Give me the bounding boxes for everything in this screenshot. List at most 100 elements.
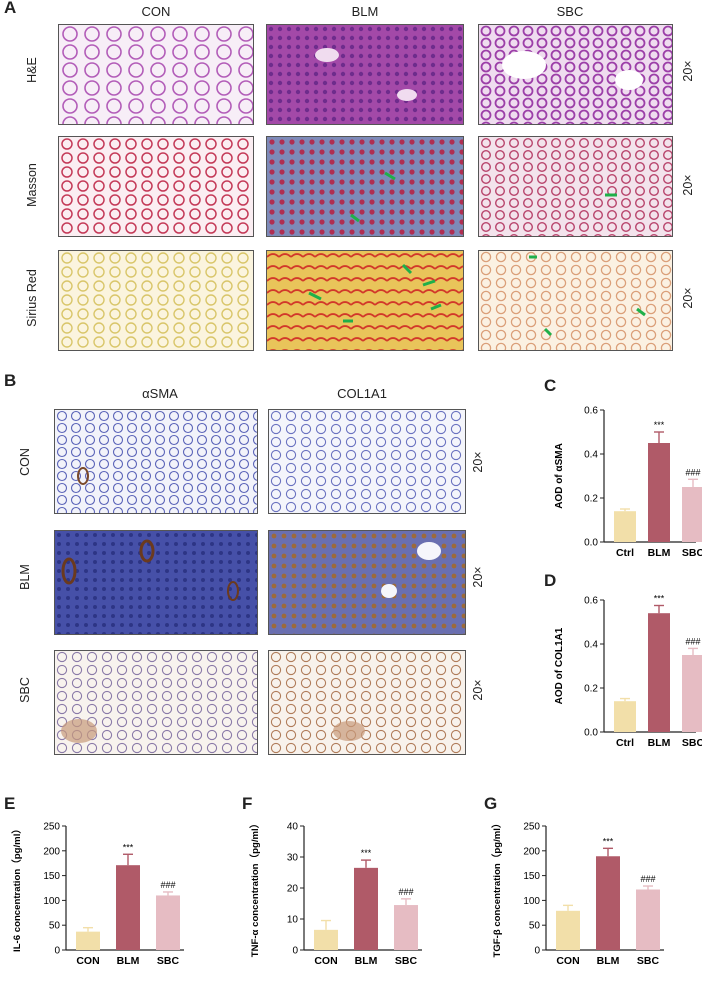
panel-g-letter: G [484, 794, 498, 813]
y-tick-label: 0.2 [584, 494, 598, 505]
chart-g-tgfb: 0 50 100 150 200 250 TGF-β concentration（pg/ml… [488, 800, 688, 977]
y-tick-label: 0 [54, 946, 60, 957]
y-tick-label: 40 [287, 822, 299, 833]
panel-b-mag-3: 20× [471, 679, 485, 701]
panel-b-mag-1: 20× [471, 451, 485, 473]
micrograph-he-blm [266, 24, 464, 125]
chart-svg-e: 0 50 100 150 200 250 IL-6 concentration（pg/ml）… [11, 822, 184, 967]
micrograph-masson-blm [266, 136, 464, 237]
chart-svg-f: 0 10 20 30 40 TNF-α concentration（pg/ml） CON **… [249, 819, 422, 967]
y-axis-label: IL-6 concentration（pg/ml） [11, 824, 23, 952]
bar-sbc [682, 487, 702, 542]
panel-b-col-asma: αSMA [142, 386, 178, 401]
chart-svg-g: 0 50 100 150 200 250 TGF-β concentration（pg/ml… [491, 818, 664, 967]
micrograph-masson-sbc [478, 136, 673, 237]
micrograph-asma-sbc [54, 650, 258, 755]
panel-b-col-col1a1: COL1A1 [337, 386, 387, 401]
bar-con [76, 931, 100, 950]
y-tick-label: 20 [287, 884, 299, 895]
bar-sbc [636, 889, 660, 950]
panel-b-row-con: CON [18, 448, 32, 476]
panel-b-row-sbc: SBC [18, 677, 32, 703]
bar-blm [648, 443, 670, 542]
panel-f-letter: F [242, 794, 253, 813]
x-tick-label: SBC [682, 547, 702, 559]
significance-mark: *** [123, 842, 134, 852]
x-tick-label: SBC [157, 955, 180, 967]
y-tick-label: 200 [523, 846, 540, 857]
y-tick-label: 0.4 [584, 450, 598, 461]
x-tick-label: BLM [117, 955, 140, 967]
x-tick-label: Ctrl [616, 547, 634, 559]
significance-mark: *** [361, 848, 372, 858]
panel-a-col-blm: BLM [351, 4, 379, 19]
chart-svg-d: 0.0 0.2 0.4 0.6 AOD of COL1A1 Ctrl *** BLM ### SB… [554, 594, 702, 749]
y-axis-label: AOD of αSMA [554, 443, 565, 509]
y-tick-label: 10 [287, 915, 299, 926]
panel-c-letter: C [544, 376, 557, 395]
significance-mark: ### [160, 880, 175, 890]
panel-b-row-blm: BLM [18, 564, 32, 590]
micrograph-col1a1-blm [268, 530, 466, 635]
x-tick-label: BLM [648, 737, 671, 749]
bar-ctrl [614, 701, 636, 732]
y-tick-label: 100 [43, 896, 60, 907]
panel-a-mag-3: 20× [681, 287, 695, 309]
bar-con [314, 929, 338, 950]
y-tick-label: 100 [523, 896, 540, 907]
micrograph-he-sbc [478, 24, 673, 125]
panel-a-letter: A [4, 0, 17, 17]
x-tick-label: SBC [637, 955, 660, 967]
panel-a-col-con: CON [141, 4, 171, 19]
y-tick-label: 0 [292, 946, 298, 957]
panel-b-mag-2: 20× [471, 566, 485, 588]
significance-mark: ### [685, 636, 700, 646]
significance-mark: *** [654, 594, 665, 604]
y-tick-label: 30 [287, 853, 299, 864]
x-tick-label: Ctrl [616, 737, 634, 749]
panel-a-row-masson: Masson [25, 163, 39, 207]
y-tick-label: 150 [43, 871, 60, 882]
chart-f-tnfa: 0 10 20 30 40 TNF-α concentration（pg/ml） CON **… [246, 800, 446, 977]
x-tick-label: BLM [597, 955, 620, 967]
micrograph-sirius-sbc [478, 250, 673, 351]
y-tick-label: 0.0 [584, 728, 598, 739]
micrograph-asma-blm [54, 530, 258, 635]
y-tick-label: 0 [534, 946, 540, 957]
y-tick-label: 200 [43, 846, 60, 857]
panel-a-mag-2: 20× [681, 174, 695, 196]
chart-svg-c: 0.0 0.2 0.4 0.6 AOD of αSMA Ctrl *** BLM ### SBC [554, 406, 702, 559]
x-tick-label: SBC [395, 955, 418, 967]
y-axis-label: TGF-β concentration（pg/ml） [491, 818, 503, 957]
panel-d-letter: D [544, 571, 557, 590]
x-tick-label: SBC [682, 737, 702, 749]
micrograph-sirius-blm [266, 250, 464, 351]
y-tick-label: 150 [523, 871, 540, 882]
y-tick-label: 0.0 [584, 538, 598, 549]
panel-a-row-sirius: Sirius Red [25, 269, 39, 327]
panel-b-letter: B [4, 371, 17, 390]
micrograph-he-con [58, 24, 254, 125]
bar-sbc [156, 895, 180, 950]
significance-mark: *** [654, 420, 665, 430]
x-tick-label: BLM [648, 547, 671, 559]
bar-ctrl [614, 511, 636, 542]
bar-sbc [682, 655, 702, 732]
significance-mark: ### [685, 467, 700, 477]
bar-blm [116, 865, 140, 950]
significance-mark: ### [640, 874, 655, 884]
x-tick-label: CON [76, 955, 99, 967]
chart-c-asma: 0.0 0.2 0.4 0.6 AOD of αSMA Ctrl *** BLM ### SBC [548, 392, 702, 572]
significance-mark: *** [603, 836, 614, 846]
bar-con [556, 910, 580, 950]
panel-a-mag-1: 20× [681, 60, 695, 82]
chart-d-col1a1: 0.0 0.2 0.4 0.6 AOD of COL1A1 Ctrl *** BLM ### SB… [548, 582, 702, 762]
y-axis-label: TNF-α concentration（pg/ml） [249, 819, 261, 958]
y-tick-label: 250 [43, 822, 60, 833]
panel-a-col-sbc: SBC [556, 4, 584, 19]
y-tick-label: 0.2 [584, 684, 598, 695]
micrograph-masson-con [58, 136, 254, 237]
panel-a-row-he: H&E [25, 57, 39, 83]
y-tick-label: 50 [49, 921, 61, 932]
micrograph-asma-con [54, 409, 258, 514]
